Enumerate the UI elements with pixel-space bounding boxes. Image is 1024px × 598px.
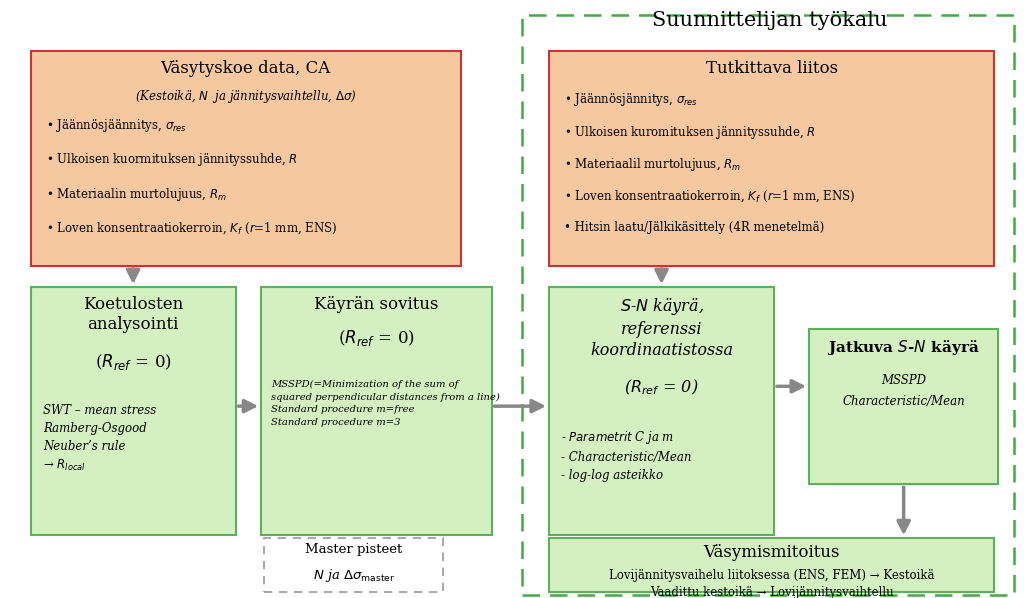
Text: • Materiaalil murtolujuus, $R_m$: • Materiaalil murtolujuus, $R_m$ — [564, 156, 741, 173]
FancyBboxPatch shape — [549, 538, 994, 592]
Text: • Materiaalin murtolujuus, $R_m$: • Materiaalin murtolujuus, $R_m$ — [46, 186, 227, 203]
Text: • Loven konsentraatiokerroin, $K_f$ ($r$=1 mm, ENS): • Loven konsentraatiokerroin, $K_f$ ($r$… — [564, 188, 856, 204]
FancyBboxPatch shape — [809, 329, 998, 484]
Text: ($R_{ref}$ = 0): ($R_{ref}$ = 0) — [95, 352, 171, 371]
Text: MSSPD: MSSPD — [882, 374, 926, 387]
Text: MSSPD(=Minimization of the sum of
squared perpendicular distances from a line)
S: MSSPD(=Minimization of the sum of square… — [271, 380, 500, 426]
Text: Käyrän sovitus: Käyrän sovitus — [314, 296, 438, 313]
Text: Tutkittava liitos: Tutkittava liitos — [706, 60, 838, 77]
Text: SWT – mean stress
Ramberg-Osgood
Neuber’s rule
→ $R_{local}$: SWT – mean stress Ramberg-Osgood Neuber’… — [43, 404, 157, 473]
Text: (Kestoikä, $N$  ja jännitysvaihtellu, $\Delta\sigma$): (Kestoikä, $N$ ja jännitysvaihtellu, $\D… — [135, 88, 356, 105]
Text: Koetulosten
analysointi: Koetulosten analysointi — [83, 296, 183, 333]
FancyBboxPatch shape — [31, 287, 236, 535]
Text: $S$-$N$ käyrä,
referenssi
koordinaatistossa: $S$-$N$ käyrä, referenssi koordinaatisto… — [590, 296, 733, 359]
FancyBboxPatch shape — [549, 51, 994, 266]
Text: Väsytyskoe data, CA: Väsytyskoe data, CA — [161, 60, 331, 77]
Text: Suunnittelijan työkalu: Suunnittelijan työkalu — [652, 11, 888, 30]
Text: • Jäännösjännitys, $\sigma_{res}$: • Jäännösjännitys, $\sigma_{res}$ — [564, 91, 698, 108]
Text: • Hitsin laatu/Jälkikäsittely (4R menetelmä): • Hitsin laatu/Jälkikäsittely (4R menete… — [564, 221, 824, 234]
Text: Jatkuva $S$-$N$ käyrä: Jatkuva $S$-$N$ käyrä — [827, 338, 980, 358]
Text: Characteristic/Mean: Characteristic/Mean — [843, 395, 965, 408]
Text: $N$ ja $\Delta\sigma_{\mathrm{master}}$: $N$ ja $\Delta\sigma_{\mathrm{master}}$ — [312, 567, 395, 584]
Text: • Loven konsentraatiokerroin, $K_f$ ($r$=1 mm, ENS): • Loven konsentraatiokerroin, $K_f$ ($r$… — [46, 221, 338, 236]
Text: Lovijännitysvaihelu liitoksessa (ENS, FEM) → Kestoikä
Vaadittu kestoikä → Lovijä: Lovijännitysvaihelu liitoksessa (ENS, FE… — [609, 569, 934, 598]
Text: • Ulkoisen kuormituksen jännityssuhde, $R$: • Ulkoisen kuormituksen jännityssuhde, $… — [46, 151, 298, 168]
Text: ($R_{ref}$ = 0): ($R_{ref}$ = 0) — [625, 378, 698, 397]
FancyBboxPatch shape — [264, 538, 443, 592]
Text: Master pisteet: Master pisteet — [305, 543, 402, 556]
FancyBboxPatch shape — [261, 287, 492, 535]
FancyBboxPatch shape — [549, 287, 774, 535]
Text: • Ulkoisen kuromituksen jännityssuhde, $R$: • Ulkoisen kuromituksen jännityssuhde, $… — [564, 124, 816, 141]
FancyBboxPatch shape — [31, 51, 461, 266]
Text: Väsymismitoitus: Väsymismitoitus — [703, 544, 840, 561]
Text: ($R_{ref}$ = 0): ($R_{ref}$ = 0) — [338, 328, 415, 347]
Text: • Jäännösjäännitys, $\sigma_{res}$: • Jäännösjäännitys, $\sigma_{res}$ — [46, 117, 187, 133]
Text: - $Parametrit$ C ja m
- Characteristic/Mean
- log-log asteikko: - $Parametrit$ C ja m - Characteristic/M… — [561, 429, 691, 483]
